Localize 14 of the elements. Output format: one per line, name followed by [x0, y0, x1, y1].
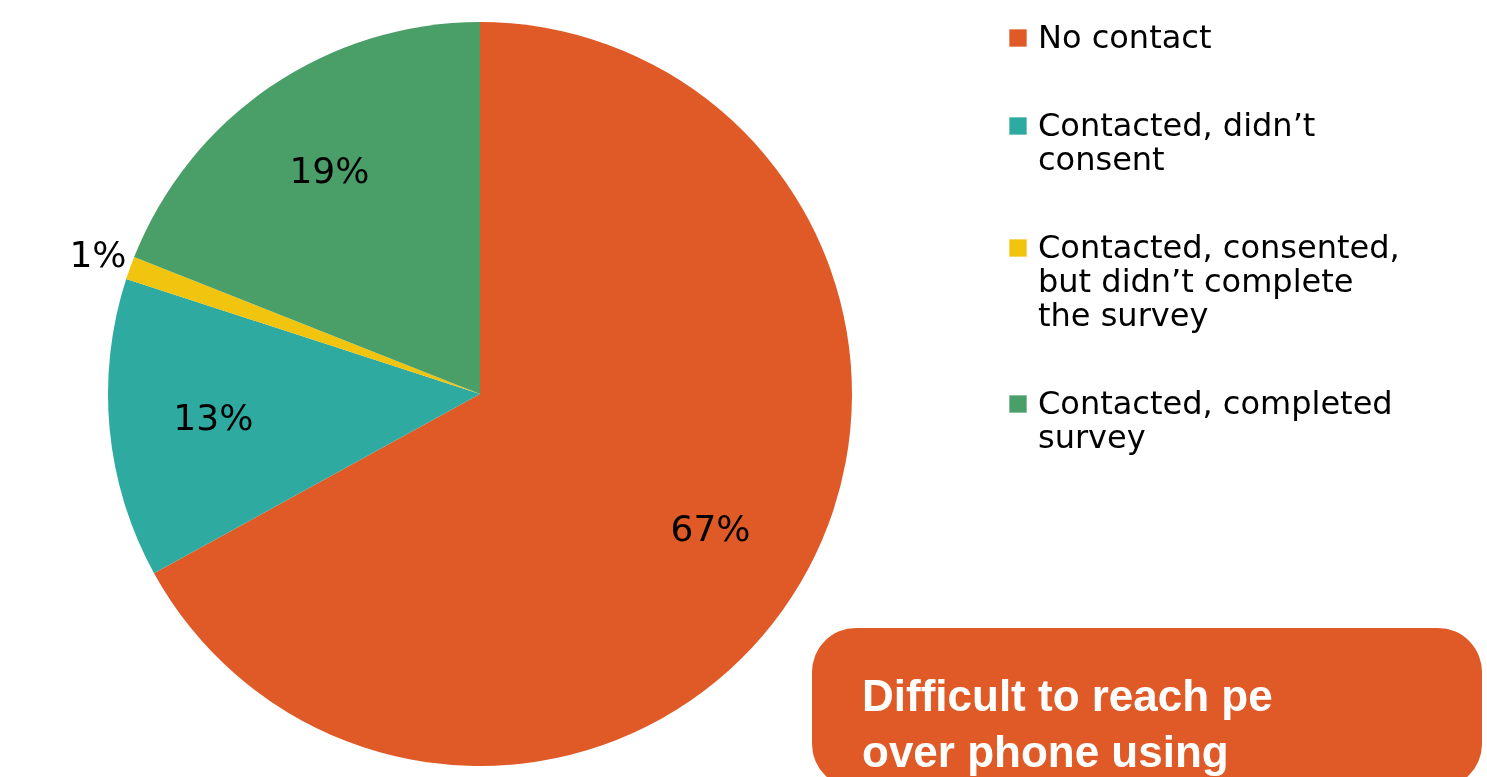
text: over phone using — [862, 726, 1230, 777]
legend-label: No contact — [1038, 18, 1212, 56]
data-label: 1% — [69, 234, 127, 276]
data-label: 13% — [173, 397, 254, 439]
pie-slice — [126, 257, 480, 394]
data-label: 19% — [289, 150, 370, 192]
legend-label: Contacted, completed survey — [1038, 384, 1393, 456]
legend-label: Contacted, consented, but didn’t complete the survey — [1038, 228, 1400, 334]
data-label: 67% — [670, 508, 751, 550]
pie-slice — [154, 22, 852, 766]
text: Difficult to reach pe — [862, 670, 1274, 722]
pie-slice — [134, 22, 480, 394]
pie-slice — [108, 279, 480, 574]
legend-label: Contacted, didn’t consent — [1038, 106, 1316, 178]
